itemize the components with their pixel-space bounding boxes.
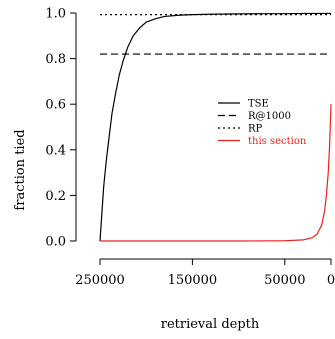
y-tick-label: 0.8	[45, 52, 66, 67]
legend-label: this section	[248, 136, 307, 147]
y-tick-label: 0.4	[45, 143, 66, 158]
y-tick-label: 0.6	[45, 98, 66, 113]
series-this-section	[100, 104, 332, 242]
x-axis-label: retrieval depth	[161, 317, 260, 332]
y-tick-label: 0.2	[45, 189, 66, 204]
chart-series	[99, 12, 332, 242]
y-tick-label: 1.0	[45, 7, 66, 22]
x-tick-label: 250000	[75, 273, 125, 288]
chart-axes	[75, 13, 331, 260]
legend-label: R@1000	[248, 111, 291, 122]
x-tick-label: 150000	[168, 273, 218, 288]
legend-label: RP	[248, 124, 263, 135]
x-tick-label: 50000	[264, 273, 305, 288]
x-tick-label: 0	[327, 273, 335, 288]
chart-ticks: 0.0 0.2 0.4 0.6 0.8 1.0 250000 150000 50000 0	[45, 7, 335, 289]
y-tick-label: 0.0	[45, 235, 66, 250]
y-axis-label: fraction tied	[13, 129, 28, 210]
legend-label: TSE	[248, 99, 269, 110]
series-tse	[99, 12, 331, 242]
